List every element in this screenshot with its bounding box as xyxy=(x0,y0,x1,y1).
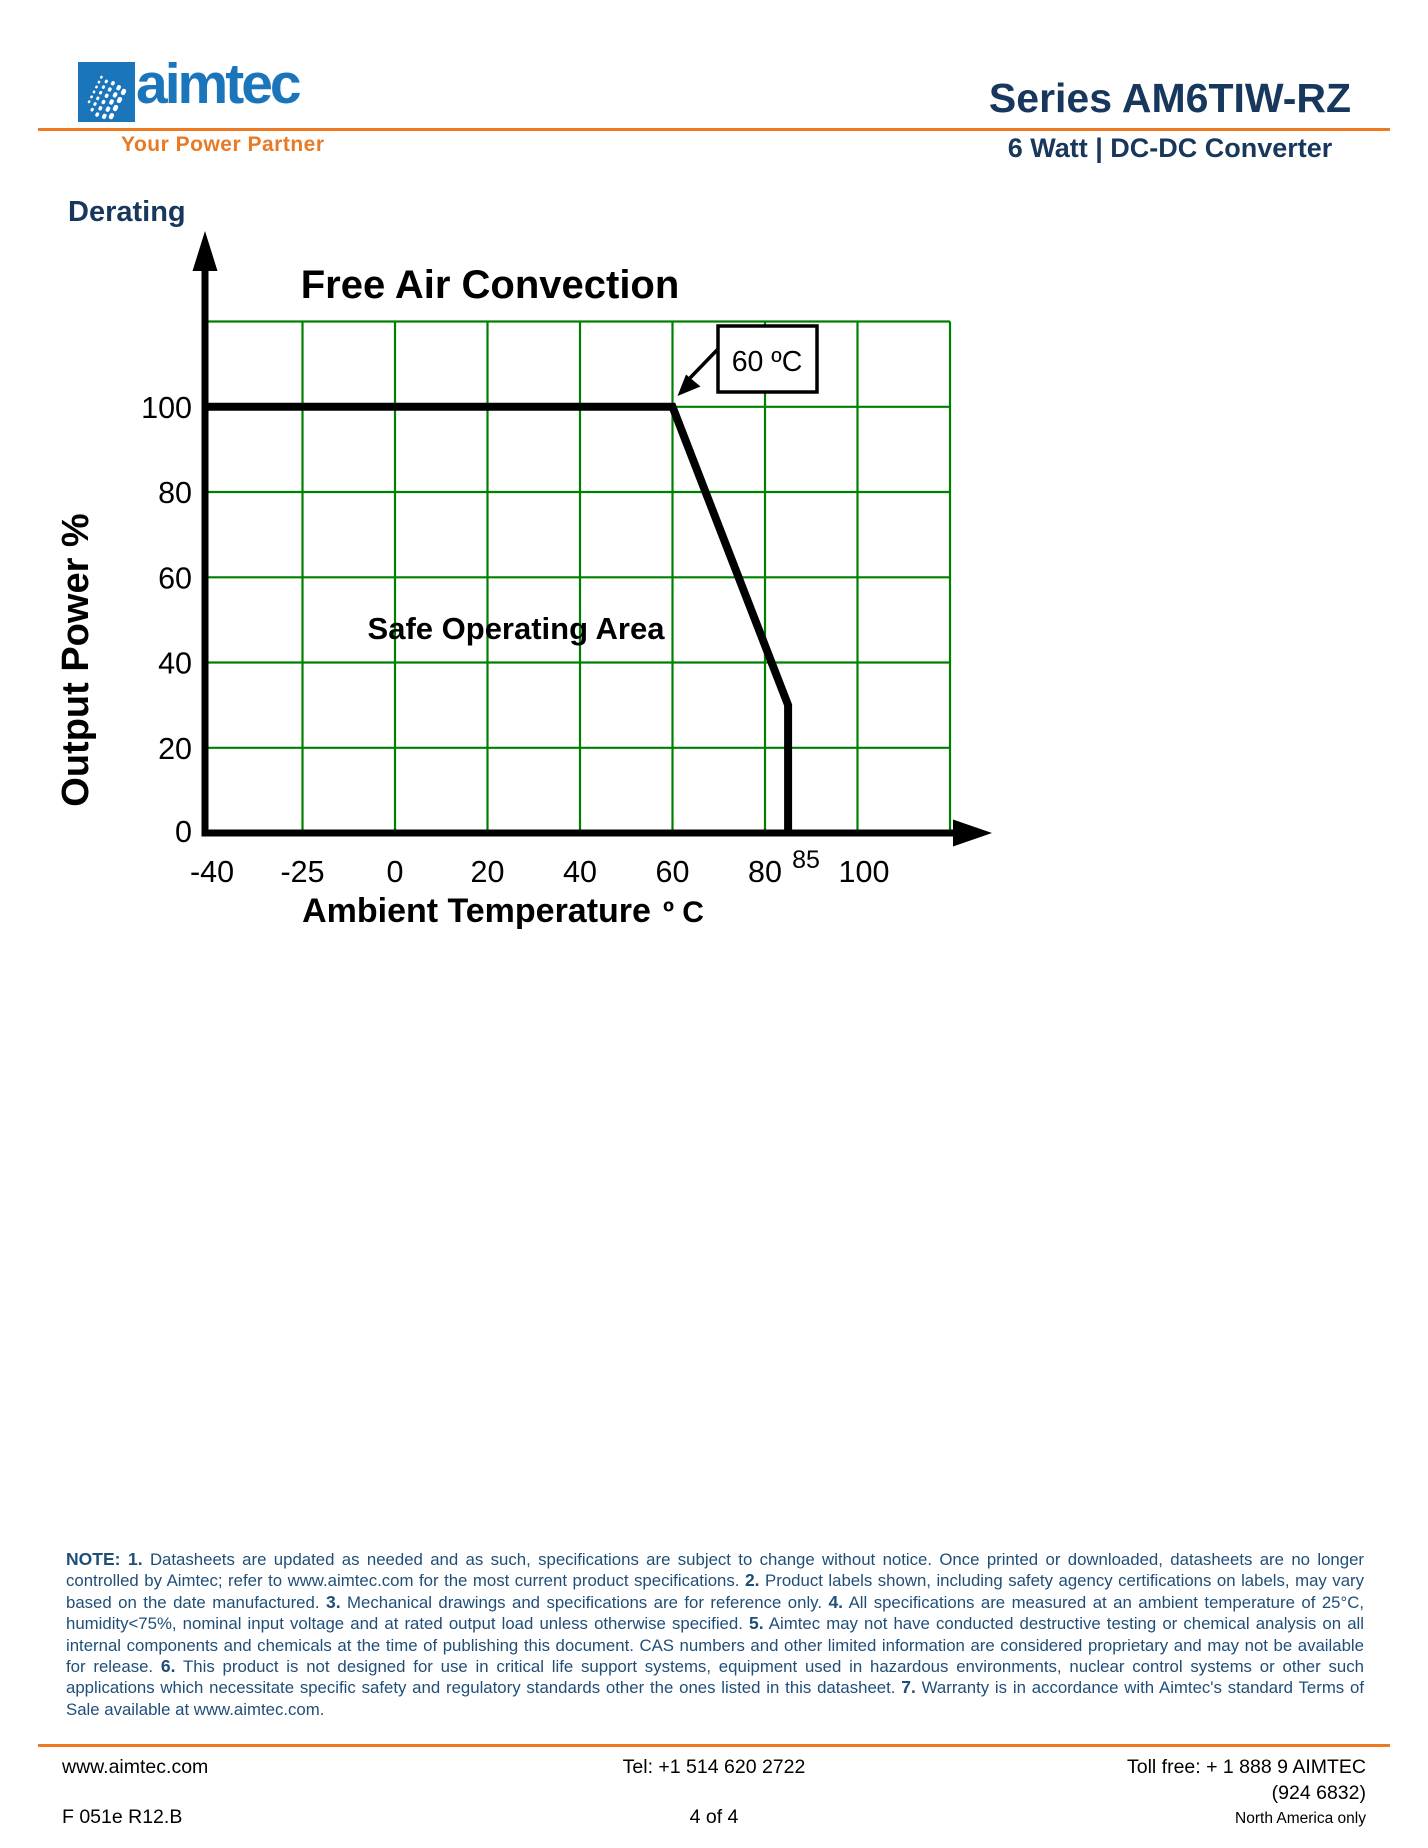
x-axis-arrowhead-icon xyxy=(953,819,992,847)
footer-rule xyxy=(38,1744,1390,1747)
note-sentence: Datasheets are updated as needed and as … xyxy=(66,1550,1364,1591)
footer-form-ref: F 051e R12.B xyxy=(62,1806,183,1828)
note-sentence: Aimtec may not have conducted destructiv… xyxy=(66,1614,1364,1677)
note-number: 7. xyxy=(901,1677,916,1698)
note-number: 2. xyxy=(744,1570,760,1591)
note-sentence: All specifications are measured at an am… xyxy=(66,1592,1364,1634)
y-axis-title: Output Power % xyxy=(55,513,97,806)
aimtec-logo-icon xyxy=(78,62,135,122)
note-sentence: Mechanical drawings and specifications a… xyxy=(340,1592,829,1612)
note-number: 5. xyxy=(749,1613,764,1634)
y-tick-labels: 100 80 60 40 20 0 xyxy=(141,391,192,849)
x-axis-title: Ambient Temperature º C xyxy=(302,892,704,930)
section-title-derating: Derating xyxy=(68,196,186,228)
x-tick-85: 85 xyxy=(792,846,820,874)
callout-label: 60 ºC xyxy=(732,346,803,378)
series-subtitle: 6 Watt | DC-DC Converter xyxy=(1007,133,1333,163)
temperature-callout: 60 ºC xyxy=(677,324,819,396)
footer-tollfree-number: (924 6832) xyxy=(1271,1782,1366,1804)
chart-grid xyxy=(205,320,952,833)
x-axis xyxy=(201,819,992,847)
svg-text:100: 100 xyxy=(839,855,890,889)
safe-area-label: Safe Operating Area xyxy=(368,611,666,646)
svg-text:40: 40 xyxy=(563,855,597,889)
footer-tollfree: Toll free: + 1 888 9 AIMTEC xyxy=(1127,1756,1366,1778)
series-title: Series AM6TIW-RZ xyxy=(988,75,1352,121)
footer-website: www.aimtec.com xyxy=(62,1756,209,1778)
footer-region-note: North America only xyxy=(1235,1810,1366,1827)
note-number: NOTE: 1. xyxy=(66,1549,143,1569)
svg-text:60: 60 xyxy=(656,855,690,889)
svg-text:20: 20 xyxy=(471,855,505,889)
note-number: 4. xyxy=(828,1591,844,1612)
logo-tagline: Your Power Partner xyxy=(121,133,325,156)
svg-text:40: 40 xyxy=(158,647,192,681)
svg-text:0: 0 xyxy=(175,815,192,849)
svg-text:80: 80 xyxy=(748,855,782,889)
y-axis xyxy=(192,231,218,836)
x-tick-labels: -40 -25 0 20 40 60 80 100 85 xyxy=(190,846,889,889)
derating-line xyxy=(205,402,793,833)
note-number: 3. xyxy=(325,1591,341,1612)
svg-text:20: 20 xyxy=(158,732,192,766)
chart-title: Free Air Convection xyxy=(301,263,680,307)
footer-telephone: Tel: +1 514 620 2722 xyxy=(622,1756,806,1778)
note-text: NOTE: 1. Datasheets are updated as neede… xyxy=(66,1549,1364,1720)
note-sentence: Warranty is in accordance with Aimtec's … xyxy=(66,1678,1364,1719)
svg-text:80: 80 xyxy=(158,476,192,510)
callout-arrowhead-icon xyxy=(677,374,701,396)
svg-text:0: 0 xyxy=(387,855,404,889)
note-number: 6. xyxy=(160,1656,176,1677)
svg-text:100: 100 xyxy=(141,391,192,425)
svg-text:-40: -40 xyxy=(190,855,234,889)
header-rule xyxy=(38,128,1390,131)
note-sentence: This product is not designed for use in … xyxy=(66,1657,1364,1698)
note-sentence: Product labels shown, including safety a… xyxy=(66,1571,1365,1612)
logo-wordmark: aimtec xyxy=(136,52,302,116)
footer-page-number: 4 of 4 xyxy=(689,1806,739,1828)
svg-text:-25: -25 xyxy=(280,855,324,889)
y-axis-arrowhead-icon xyxy=(192,231,218,271)
derating-chart: Free Air Convection 60 ºC Safe Operating… xyxy=(55,231,992,930)
svg-text:60: 60 xyxy=(158,561,192,595)
